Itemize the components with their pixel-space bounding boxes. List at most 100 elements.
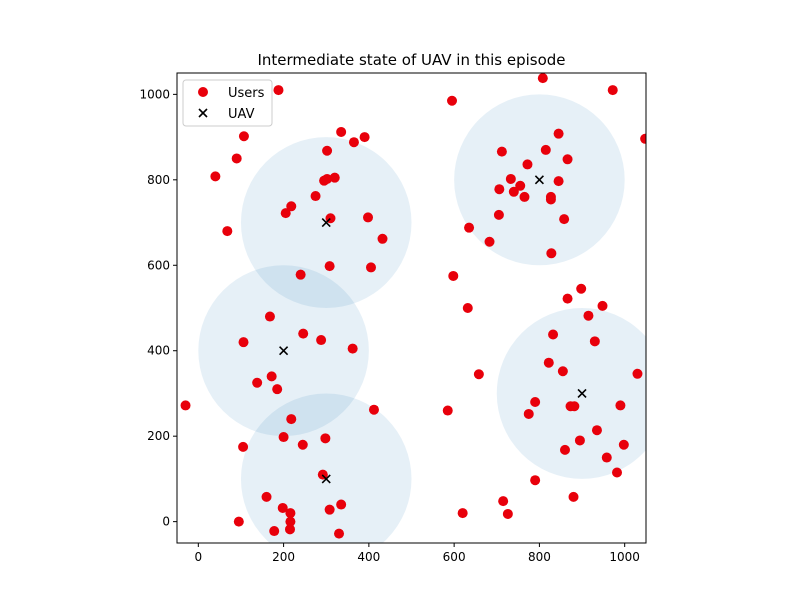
plot-area: [176, 72, 647, 544]
user-point: [496, 146, 507, 157]
user-point: [464, 222, 475, 233]
user-point: [583, 310, 594, 321]
y-tick-label: 0: [162, 515, 170, 529]
user-point: [231, 153, 242, 164]
x-tick-label: 200: [272, 550, 295, 564]
user-point: [295, 269, 306, 280]
user-point: [347, 343, 358, 354]
x-tick-label: 400: [357, 550, 380, 564]
user-point: [359, 132, 370, 143]
user-point: [348, 137, 359, 148]
user-point: [278, 432, 289, 443]
user-point: [336, 126, 347, 137]
user-point: [597, 300, 608, 311]
user-point: [365, 262, 376, 273]
user-point: [493, 209, 504, 220]
user-point: [607, 85, 618, 96]
uav-marker: [279, 346, 289, 356]
uav-marker: [321, 474, 331, 484]
user-point: [545, 194, 556, 205]
user-point: [508, 186, 519, 197]
user-point: [612, 467, 623, 478]
user-point: [559, 444, 570, 455]
x-axis: 0 200 400 600 800 1000: [194, 543, 640, 564]
legend-uav-marker: [198, 108, 208, 118]
user-point: [632, 368, 643, 379]
user-point: [252, 377, 263, 388]
user-point: [553, 176, 564, 187]
user-point: [543, 357, 554, 368]
user-point: [277, 502, 288, 513]
user-point: [222, 226, 233, 237]
user-point: [601, 452, 612, 463]
user-point: [272, 384, 283, 395]
user-point: [498, 496, 509, 507]
x-tick-label: 1000: [609, 550, 640, 564]
user-point: [264, 311, 275, 322]
user-point: [238, 441, 249, 452]
user-point: [519, 191, 530, 202]
user-point: [522, 159, 533, 170]
user-point: [377, 233, 388, 244]
user-point: [562, 154, 573, 165]
user-point: [298, 328, 309, 339]
user-point: [569, 401, 580, 412]
user-point: [310, 191, 321, 202]
user-point: [559, 214, 570, 225]
user-point: [320, 433, 331, 444]
user-point: [363, 212, 374, 223]
y-tick-label: 600: [147, 258, 170, 272]
user-point: [180, 400, 191, 411]
user-point: [322, 173, 333, 184]
user-point: [233, 516, 244, 527]
user-point: [591, 425, 602, 436]
user-point: [548, 329, 559, 340]
user-point: [568, 491, 579, 502]
user-point: [574, 435, 585, 446]
user-point: [297, 439, 308, 450]
user-point: [447, 95, 458, 106]
user-point: [448, 270, 459, 281]
user-point: [284, 524, 295, 535]
user-point: [238, 337, 249, 348]
user-point: [280, 208, 291, 219]
user-point: [457, 508, 468, 519]
coverage-circle: [496, 308, 646, 479]
user-point: [618, 439, 629, 450]
user-point: [368, 404, 379, 415]
user-point: [553, 128, 564, 139]
user-point: [316, 335, 327, 346]
coverage-areas: [198, 94, 646, 543]
user-point: [273, 85, 284, 96]
user-point: [462, 303, 473, 313]
user-point: [261, 491, 272, 502]
user-point: [266, 371, 277, 382]
user-point: [562, 293, 573, 304]
uav-marker: [534, 175, 544, 185]
user-point: [324, 261, 335, 272]
x-tick-label: 600: [443, 550, 466, 564]
user-point: [589, 336, 600, 347]
y-tick-label: 400: [147, 344, 170, 358]
x-tick-label: 0: [194, 550, 202, 564]
user-point: [494, 184, 505, 195]
user-point: [546, 248, 557, 259]
user-point: [505, 173, 516, 184]
user-point: [334, 528, 345, 539]
user-point: [238, 131, 249, 142]
uav-marker: [321, 217, 331, 228]
y-axis: 0 200 400 600 800 1000: [139, 87, 177, 529]
user-point: [537, 73, 548, 84]
user-point: [336, 499, 347, 510]
user-point: [530, 475, 541, 486]
uav-series: [279, 175, 587, 484]
user-point: [269, 526, 280, 537]
user-point: [324, 504, 335, 515]
user-point: [329, 172, 340, 183]
user-point: [540, 144, 551, 155]
user-point: [285, 516, 296, 527]
user-point: [210, 171, 221, 182]
user-point: [286, 414, 297, 425]
legend: Users UAV: [182, 79, 273, 127]
